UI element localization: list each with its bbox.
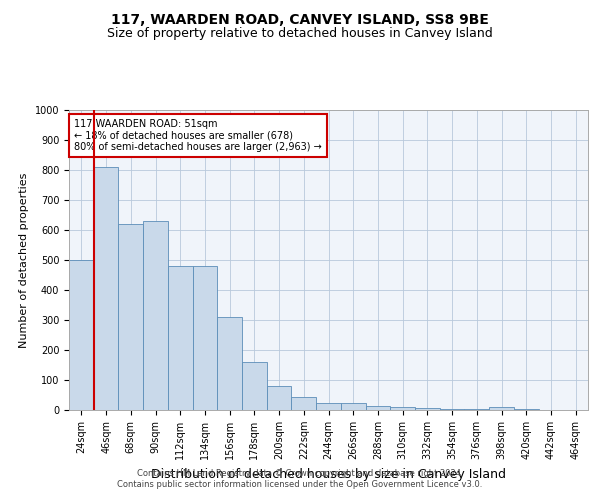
Bar [489,407,514,410]
Bar [316,404,341,410]
Y-axis label: Number of detached properties: Number of detached properties [19,172,29,348]
Text: Contains public sector information licensed under the Open Government Licence v3: Contains public sector information licen… [118,480,482,489]
Bar [193,266,217,410]
X-axis label: Distribution of detached houses by size in Canvey Island: Distribution of detached houses by size … [151,468,506,480]
Bar [242,362,267,410]
Bar [118,224,143,410]
Bar [69,260,94,410]
Bar [365,406,390,410]
Bar [464,409,489,410]
Text: Contains HM Land Registry data © Crown copyright and database right 2024.: Contains HM Land Registry data © Crown c… [137,468,463,477]
Bar [415,408,440,410]
Bar [440,408,464,410]
Bar [390,407,415,410]
Bar [292,397,316,410]
Text: 117 WAARDEN ROAD: 51sqm
← 18% of detached houses are smaller (678)
80% of semi-d: 117 WAARDEN ROAD: 51sqm ← 18% of detache… [74,119,322,152]
Bar [94,167,118,410]
Text: Size of property relative to detached houses in Canvey Island: Size of property relative to detached ho… [107,28,493,40]
Text: 117, WAARDEN ROAD, CANVEY ISLAND, SS8 9BE: 117, WAARDEN ROAD, CANVEY ISLAND, SS8 9B… [111,12,489,26]
Bar [143,221,168,410]
Bar [267,386,292,410]
Bar [341,404,365,410]
Bar [217,317,242,410]
Bar [168,266,193,410]
